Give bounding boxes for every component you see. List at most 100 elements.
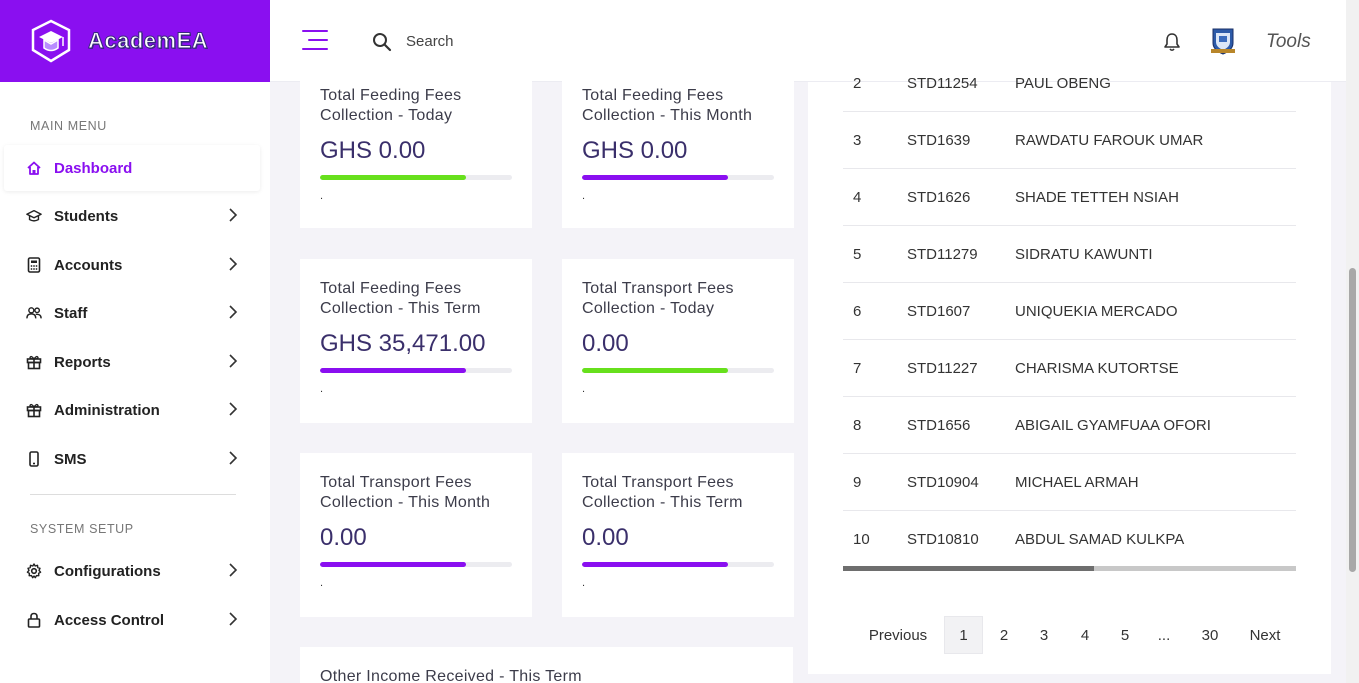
student-name: MICHAEL ARMAH [1015, 474, 1139, 491]
table-row[interactable]: 2 STD11254 PAUL OBENG [843, 55, 1296, 112]
table-row[interactable]: 4 STD1626 SHADE TETTEH NSIAH [843, 169, 1296, 226]
sidebar-divider [30, 494, 236, 495]
pagination-page-4[interactable]: 4 [1080, 626, 1090, 644]
table-row[interactable]: 6 STD1607 UNIQUEKIA MERCADO [843, 283, 1296, 340]
home-icon [26, 160, 42, 176]
sidebar-item-accounts[interactable]: Accounts [4, 242, 260, 288]
row-number: 5 [853, 246, 862, 263]
chevron-right-icon [229, 354, 238, 368]
progress-fill [582, 175, 728, 180]
horizontal-scrollbar[interactable] [843, 566, 1296, 571]
search-icon[interactable] [372, 32, 392, 52]
card-value: GHS 0.00 [320, 137, 426, 164]
sidebar-item-label: Access Control [54, 611, 165, 629]
student-id: STD1656 [907, 417, 971, 434]
student-name: ABIGAIL GYAMFUAA OFORI [1015, 417, 1211, 434]
sidebar-item-access-control[interactable]: Access Control [4, 597, 260, 643]
row-number: 2 [853, 75, 862, 92]
sidebar-item-staff[interactable]: Staff [4, 290, 260, 336]
progress-bar [320, 368, 512, 373]
lock-icon [26, 612, 42, 628]
progress-bar [582, 368, 774, 373]
sidebar-item-sms[interactable]: SMS [4, 436, 260, 482]
row-number: 3 [853, 132, 862, 149]
stat-card-feeding-term: Total Feeding Fees Collection - This Ter… [300, 259, 532, 423]
student-id: STD11254 [907, 75, 978, 92]
progress-fill [320, 562, 466, 567]
pagination-previous[interactable]: Previous [868, 626, 928, 644]
table-row[interactable]: 9 STD10904 MICHAEL ARMAH [843, 454, 1296, 511]
stat-card-transport-term: Total Transport Fees Collection - This T… [562, 453, 794, 617]
row-number: 8 [853, 417, 862, 434]
card-title: Total Feeding Fees Collection - This Mon… [582, 87, 753, 124]
sidebar-item-administration[interactable]: Administration [4, 387, 260, 433]
row-number: 4 [853, 189, 862, 206]
system-setup-heading: SYSTEM SETUP [30, 522, 134, 536]
bell-icon[interactable] [1162, 32, 1182, 52]
table-row[interactable]: 3 STD1639 RAWDATU FAROUK UMAR [843, 112, 1296, 169]
student-id: STD11279 [907, 246, 978, 263]
main-menu-heading: MAIN MENU [30, 119, 107, 133]
student-name: SIDRATU KAWUNTI [1015, 246, 1153, 263]
table-row[interactable]: 10 STD10810 ABDUL SAMAD KULKPA [843, 511, 1296, 568]
sidebar-item-label: SMS [54, 450, 87, 468]
card-value: GHS 35,471.00 [320, 330, 486, 357]
table-row[interactable]: 8 STD1656 ABIGAIL GYAMFUAA OFORI [843, 397, 1296, 454]
brand-name: AcademEA [87, 28, 209, 54]
card-value: GHS 0.00 [582, 137, 688, 164]
menu-toggle-icon[interactable] [302, 30, 328, 52]
table-row[interactable]: 7 STD11227 CHARISMA KUTORTSE [843, 340, 1296, 397]
users-icon [26, 305, 42, 321]
sidebar-item-students[interactable]: Students [4, 193, 260, 239]
pagination-page-5[interactable]: 5 [1120, 626, 1130, 644]
sidebar-item-label: Students [54, 207, 119, 225]
gear-icon [26, 563, 42, 579]
student-id: STD11227 [907, 360, 978, 377]
search-input[interactable] [406, 28, 606, 54]
pagination-page-30[interactable]: 30 [1201, 626, 1219, 644]
sidebar-item-reports[interactable]: Reports [4, 339, 260, 385]
brand-logo-area[interactable]: AcademEA [0, 0, 270, 82]
chevron-right-icon [229, 208, 238, 222]
progress-bar [582, 562, 774, 567]
student-id: STD1639 [907, 132, 971, 149]
row-number: 6 [853, 303, 862, 320]
card-footnote: . [582, 190, 586, 202]
student-id: STD10904 [907, 474, 979, 491]
sidebar-item-label: Staff [54, 304, 88, 322]
pagination-next[interactable]: Next [1249, 626, 1281, 644]
card-value: 0.00 [320, 524, 367, 551]
sidebar-item-configurations[interactable]: Configurations [4, 548, 260, 594]
card-title: Total Transport Fees Collection - This T… [582, 474, 743, 511]
chevron-right-icon [229, 402, 238, 416]
sidebar-item-label: Reports [54, 353, 111, 371]
mobile-icon [26, 451, 42, 467]
card-title: Total Transport Fees Collection - This M… [320, 474, 491, 511]
row-number: 7 [853, 360, 862, 377]
school-crest-icon[interactable] [1210, 27, 1236, 55]
pagination-page-3[interactable]: 3 [1039, 626, 1049, 644]
card-footnote: . [582, 577, 586, 589]
scrollbar-thumb[interactable] [1349, 268, 1356, 572]
card-value: 0.00 [582, 524, 629, 551]
calculator-icon [26, 257, 42, 273]
sidebar-item-label: Configurations [54, 562, 161, 580]
gift-icon [26, 354, 42, 370]
student-name: CHARISMA KUTORTSE [1015, 360, 1179, 377]
pagination-ellipsis: ... [1157, 626, 1171, 644]
chevron-right-icon [229, 612, 238, 626]
stat-card-other-income: Other Income Received - This Term [300, 647, 793, 683]
pagination-page-1[interactable]: 1 [944, 616, 983, 654]
sidebar-item-label: Dashboard [54, 159, 133, 177]
card-value: 0.00 [582, 330, 629, 357]
stat-card-transport-month: Total Transport Fees Collection - This M… [300, 453, 532, 617]
pagination-page-2[interactable]: 2 [999, 626, 1009, 644]
sidebar-item-dashboard[interactable]: Dashboard [4, 145, 260, 191]
chevron-right-icon [229, 451, 238, 465]
scrollbar-thumb[interactable] [843, 566, 1094, 571]
table-row[interactable]: 5 STD11279 SIDRATU KAWUNTI [843, 226, 1296, 283]
card-title: Total Feeding Fees Collection - Today [320, 87, 462, 124]
tools-menu[interactable]: Tools [1266, 31, 1311, 52]
stat-card-feeding-today: Total Feeding Fees Collection - Today GH… [300, 68, 532, 228]
page-vertical-scrollbar[interactable] [1346, 0, 1359, 683]
